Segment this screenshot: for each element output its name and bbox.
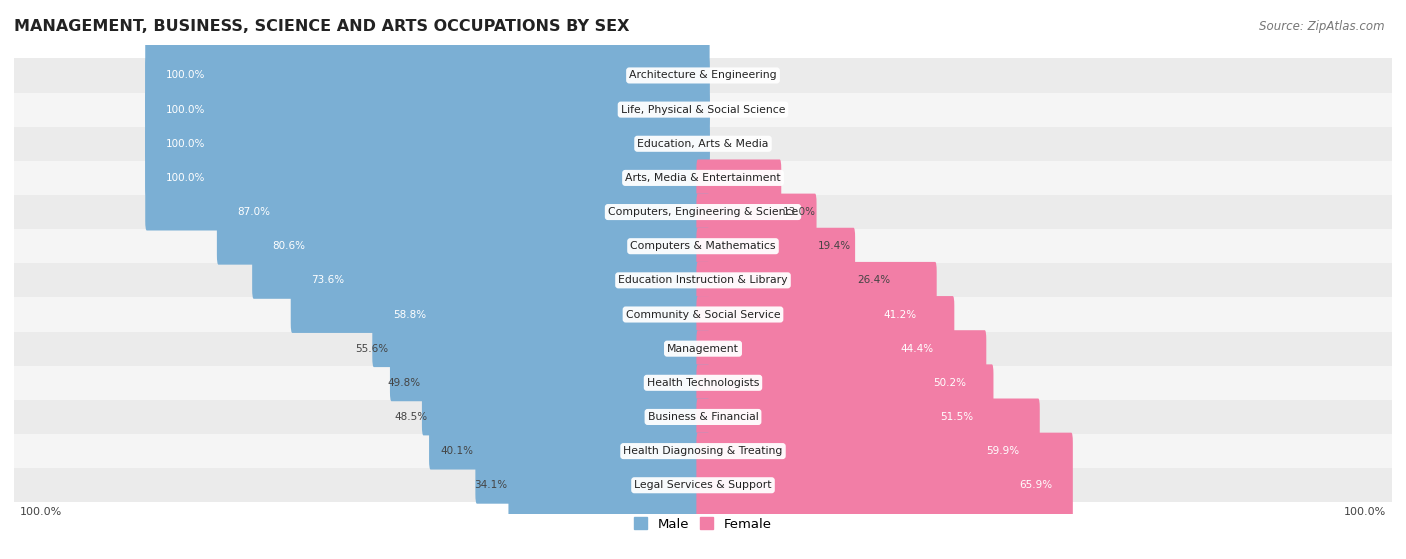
FancyBboxPatch shape: [509, 433, 710, 538]
Text: 65.9%: 65.9%: [1019, 480, 1053, 490]
Text: 50.2%: 50.2%: [934, 378, 966, 388]
Text: Life, Physical & Social Science: Life, Physical & Social Science: [621, 105, 785, 115]
FancyBboxPatch shape: [429, 364, 710, 470]
Text: 19.4%: 19.4%: [818, 241, 851, 251]
FancyBboxPatch shape: [696, 159, 782, 264]
Bar: [14, 366, 1392, 400]
Text: 100.0%: 100.0%: [166, 105, 205, 115]
Bar: [14, 195, 1392, 229]
Text: Arts, Media & Entertainment: Arts, Media & Entertainment: [626, 173, 780, 183]
Text: 55.6%: 55.6%: [356, 344, 388, 354]
Text: Management: Management: [666, 344, 740, 354]
Text: 44.4%: 44.4%: [901, 344, 934, 354]
Bar: [14, 331, 1392, 366]
Text: Health Technologists: Health Technologists: [647, 378, 759, 388]
Text: 26.4%: 26.4%: [856, 276, 890, 285]
FancyBboxPatch shape: [252, 193, 710, 299]
Text: Education Instruction & Library: Education Instruction & Library: [619, 276, 787, 285]
Text: 51.5%: 51.5%: [941, 412, 973, 422]
Text: 100.0%: 100.0%: [166, 173, 205, 183]
Bar: [14, 263, 1392, 297]
Text: Education, Arts & Media: Education, Arts & Media: [637, 139, 769, 149]
Bar: [14, 127, 1392, 161]
Bar: [14, 434, 1392, 468]
FancyBboxPatch shape: [696, 433, 1073, 538]
Text: 34.1%: 34.1%: [474, 480, 506, 490]
Text: Community & Social Service: Community & Social Service: [626, 310, 780, 320]
FancyBboxPatch shape: [422, 330, 710, 435]
FancyBboxPatch shape: [696, 193, 817, 299]
Bar: [14, 58, 1392, 93]
FancyBboxPatch shape: [696, 330, 986, 435]
Text: 100.0%: 100.0%: [166, 139, 205, 149]
Text: 40.1%: 40.1%: [440, 446, 474, 456]
Bar: [14, 297, 1392, 331]
Text: 100.0%: 100.0%: [166, 70, 205, 80]
Text: Computers & Mathematics: Computers & Mathematics: [630, 241, 776, 251]
FancyBboxPatch shape: [145, 91, 710, 196]
FancyBboxPatch shape: [145, 125, 710, 230]
FancyBboxPatch shape: [373, 262, 710, 367]
Text: Computers, Engineering & Science: Computers, Engineering & Science: [607, 207, 799, 217]
FancyBboxPatch shape: [696, 399, 1040, 504]
FancyBboxPatch shape: [696, 228, 855, 333]
FancyBboxPatch shape: [389, 296, 710, 401]
Text: Business & Financial: Business & Financial: [648, 412, 758, 422]
Bar: [14, 93, 1392, 127]
Text: 49.8%: 49.8%: [387, 378, 420, 388]
Text: 59.9%: 59.9%: [986, 446, 1019, 456]
Text: 87.0%: 87.0%: [238, 207, 270, 217]
Text: MANAGEMENT, BUSINESS, SCIENCE AND ARTS OCCUPATIONS BY SEX: MANAGEMENT, BUSINESS, SCIENCE AND ARTS O…: [14, 19, 630, 34]
FancyBboxPatch shape: [696, 364, 994, 470]
FancyBboxPatch shape: [291, 228, 710, 333]
Bar: [14, 468, 1392, 503]
FancyBboxPatch shape: [145, 57, 710, 162]
Text: 100.0%: 100.0%: [20, 507, 62, 517]
Bar: [14, 161, 1392, 195]
Text: Source: ZipAtlas.com: Source: ZipAtlas.com: [1260, 20, 1385, 32]
FancyBboxPatch shape: [696, 296, 955, 401]
FancyBboxPatch shape: [696, 262, 936, 367]
Text: 80.6%: 80.6%: [273, 241, 305, 251]
FancyBboxPatch shape: [145, 23, 710, 128]
Text: 13.0%: 13.0%: [783, 207, 815, 217]
FancyBboxPatch shape: [475, 399, 710, 504]
Text: 73.6%: 73.6%: [311, 276, 344, 285]
Text: Health Diagnosing & Treating: Health Diagnosing & Treating: [623, 446, 783, 456]
Text: Legal Services & Support: Legal Services & Support: [634, 480, 772, 490]
Text: Architecture & Engineering: Architecture & Engineering: [630, 70, 776, 80]
Legend: Male, Female: Male, Female: [628, 512, 778, 536]
Text: 41.2%: 41.2%: [883, 310, 917, 320]
FancyBboxPatch shape: [217, 159, 710, 264]
Bar: [14, 400, 1392, 434]
Text: 58.8%: 58.8%: [392, 310, 426, 320]
Bar: [14, 229, 1392, 263]
Text: 48.5%: 48.5%: [394, 412, 427, 422]
Text: 100.0%: 100.0%: [1344, 507, 1386, 517]
